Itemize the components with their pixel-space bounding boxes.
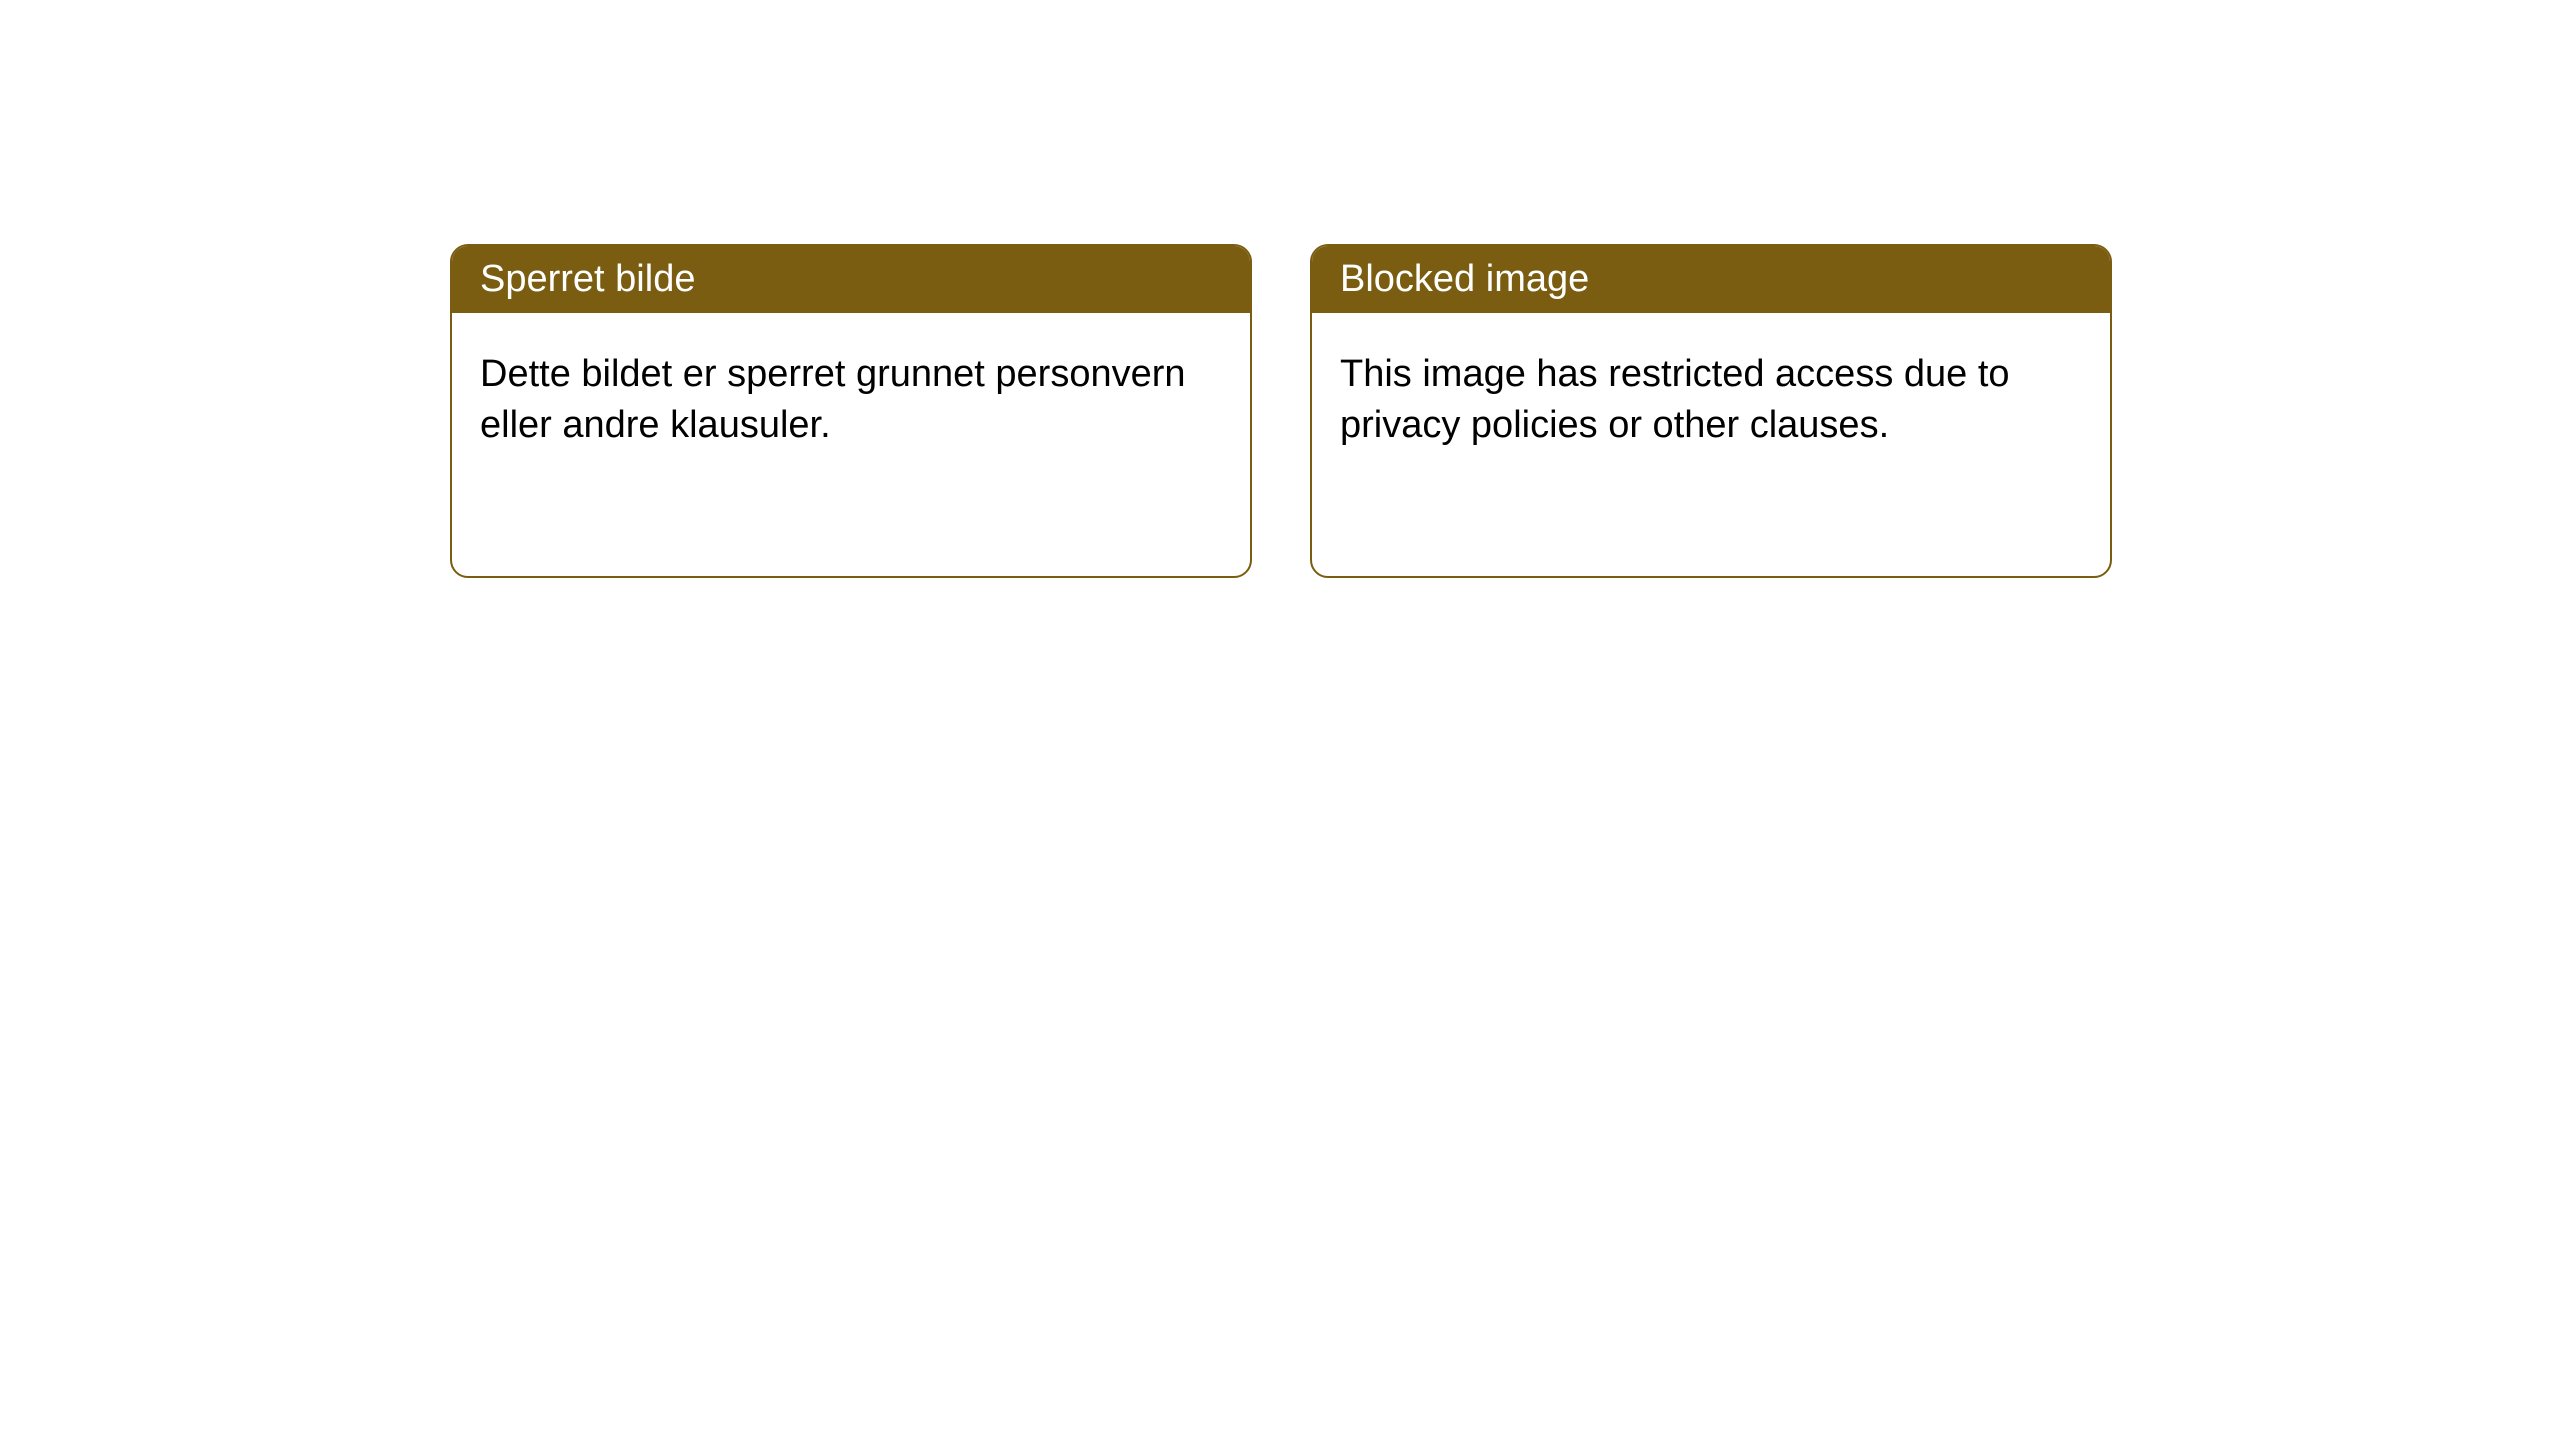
- panel-body-english: This image has restricted access due to …: [1312, 313, 2110, 488]
- panel-container: Sperret bilde Dette bildet er sperret gr…: [0, 0, 2560, 578]
- panel-header-norwegian: Sperret bilde: [452, 246, 1250, 313]
- panel-english: Blocked image This image has restricted …: [1310, 244, 2112, 578]
- panel-header-english: Blocked image: [1312, 246, 2110, 313]
- panel-body-norwegian: Dette bildet er sperret grunnet personve…: [452, 313, 1250, 488]
- panel-norwegian: Sperret bilde Dette bildet er sperret gr…: [450, 244, 1252, 578]
